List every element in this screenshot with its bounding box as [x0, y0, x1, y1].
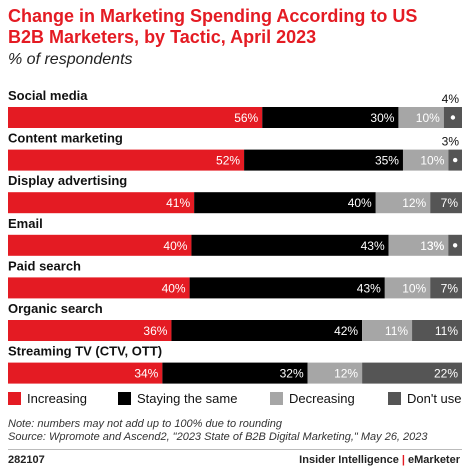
- data-label-display-advertising-don-t-use: 7%: [441, 196, 459, 210]
- rounding-note: Note: numbers may not add up to 100% due…: [8, 418, 282, 430]
- brand-insider-intelligence: Insider Intelligence: [299, 454, 399, 466]
- bar-streaming-tv-ctv-ott-staying-the-same: [162, 362, 308, 384]
- bar-content-marketing-staying-the-same: [244, 149, 403, 171]
- category-label-paid-search: Paid search: [8, 258, 81, 273]
- bar-organic-search-don-t-use: [412, 320, 462, 341]
- data-label-email-decreasing: 13%: [420, 239, 444, 253]
- category-label-display-advertising: Display advertising: [8, 173, 127, 188]
- brand-separator: |: [398, 454, 409, 466]
- legend-item-increasing: Increasing: [8, 391, 87, 406]
- footer-brand: Insider Intelligence | eMarketer: [299, 454, 460, 466]
- bar-paid-search-decreasing: [384, 277, 431, 299]
- data-label-organic-search-decreasing: 11%: [385, 324, 408, 338]
- data-label-organic-search-increasing: 36%: [143, 324, 167, 338]
- chart-subtitle: % of respondents: [8, 51, 133, 68]
- data-marker-content-marketing-don-t-use: [452, 157, 458, 163]
- data-label-streaming-tv-ctv-ott-don-t-use: 22%: [434, 367, 458, 381]
- brand-emarketer: eMarketer: [408, 454, 460, 466]
- data-label-streaming-tv-ctv-ott-decreasing: 12%: [334, 367, 358, 381]
- data-label-social-media-decreasing: 10%: [416, 111, 440, 125]
- data-label-social-media-staying-the-same: 30%: [370, 111, 394, 125]
- category-label-streaming-tv-ctv-ott: Streaming TV (CTV, OTT): [8, 344, 162, 359]
- bar-organic-search-increasing: [8, 320, 172, 341]
- data-label-content-marketing-staying-the-same: 35%: [375, 154, 399, 168]
- bar-streaming-tv-ctv-ott-increasing: [8, 362, 163, 384]
- bar-email-decreasing: [388, 234, 449, 256]
- data-label-paid-search-increasing: 40%: [162, 281, 186, 295]
- bar-social-media-decreasing: [398, 107, 444, 128]
- legend-swatch-staying-the-same: [118, 392, 131, 405]
- bar-streaming-tv-ctv-ott-don-t-use: [362, 362, 462, 384]
- data-label-paid-search-decreasing: 10%: [402, 281, 426, 295]
- data-label-paid-search-don-t-use: 7%: [441, 281, 459, 295]
- legend-swatch-decreasing: [270, 392, 283, 405]
- legend-label-dont-use: Don't use: [407, 391, 462, 406]
- bar-social-media-staying-the-same: [262, 107, 399, 128]
- data-label-organic-search-staying-the-same: 42%: [334, 324, 358, 338]
- legend-swatch-dont-use: [388, 392, 401, 405]
- bar-streaming-tv-ctv-ott-decreasing: [307, 362, 363, 384]
- legend-label-increasing: Increasing: [27, 391, 87, 406]
- bar-display-advertising-decreasing: [375, 192, 431, 214]
- data-label-display-advertising-decreasing: 12%: [402, 196, 426, 210]
- bar-paid-search-don-t-use: [430, 277, 462, 299]
- footer-divider: [8, 449, 462, 450]
- data-label-content-marketing-decreasing: 10%: [420, 154, 444, 168]
- bar-content-marketing-decreasing: [402, 149, 449, 171]
- bar-display-advertising-staying-the-same: [194, 192, 376, 214]
- data-label-content-marketing-don-t-use: 3%: [442, 135, 460, 149]
- legend-item-decreasing: Decreasing: [270, 391, 355, 406]
- bar-paid-search-staying-the-same: [189, 277, 385, 299]
- category-label-content-marketing: Content marketing: [8, 131, 123, 146]
- data-label-organic-search-don-t-use: 11%: [435, 324, 458, 338]
- data-marker-email-don-t-use: [452, 243, 458, 248]
- bar-organic-search-decreasing: [362, 320, 413, 341]
- data-label-social-media-increasing: 56%: [234, 111, 258, 125]
- bar-email-staying-the-same: [191, 234, 389, 256]
- data-label-streaming-tv-ctv-ott-increasing: 34%: [134, 367, 158, 381]
- source-note: Source: Wpromote and Ascend2, "2023 Stat…: [8, 431, 428, 443]
- legend-item-staying-the-same: Staying the same: [118, 391, 237, 406]
- chart-id: 282107: [8, 454, 45, 466]
- bar-email-increasing: [8, 234, 192, 256]
- legend-swatch-increasing: [8, 392, 21, 405]
- category-label-email: Email: [8, 216, 43, 231]
- bar-social-media-increasing: [8, 107, 263, 128]
- bar-organic-search-staying-the-same: [171, 320, 363, 341]
- chart-title: Change in Marketing Spending According t…: [8, 6, 418, 47]
- bar-display-advertising-don-t-use: [430, 192, 462, 214]
- legend-label-decreasing: Decreasing: [289, 391, 355, 406]
- data-label-content-marketing-increasing: 52%: [216, 154, 240, 168]
- data-label-streaming-tv-ctv-ott-staying-the-same: 32%: [280, 367, 304, 381]
- category-label-organic-search: Organic search: [8, 301, 103, 316]
- data-label-email-don-t-use: 3%: [427, 239, 445, 253]
- data-marker-social-media-don-t-use: [450, 115, 456, 120]
- data-label-email-staying-the-same: 43%: [361, 239, 385, 253]
- data-label-display-advertising-staying-the-same: 40%: [348, 196, 372, 210]
- legend-item-dont-use: Don't use: [388, 391, 462, 406]
- data-label-social-media-don-t-use: 4%: [442, 92, 460, 106]
- bar-display-advertising-increasing: [8, 192, 195, 214]
- category-label-social-media: Social media: [8, 88, 88, 103]
- legend-label-staying-the-same: Staying the same: [137, 391, 238, 406]
- data-label-display-advertising-increasing: 41%: [166, 196, 190, 210]
- data-label-email-increasing: 40%: [163, 239, 187, 253]
- chart-notes: Note: numbers may not add up to 100% due…: [8, 418, 468, 444]
- data-label-paid-search-staying-the-same: 43%: [357, 281, 381, 295]
- chart-legend: Increasing Staying the same Decreasing D…: [8, 391, 468, 407]
- bar-paid-search-increasing: [8, 277, 190, 299]
- bar-content-marketing-increasing: [8, 149, 245, 171]
